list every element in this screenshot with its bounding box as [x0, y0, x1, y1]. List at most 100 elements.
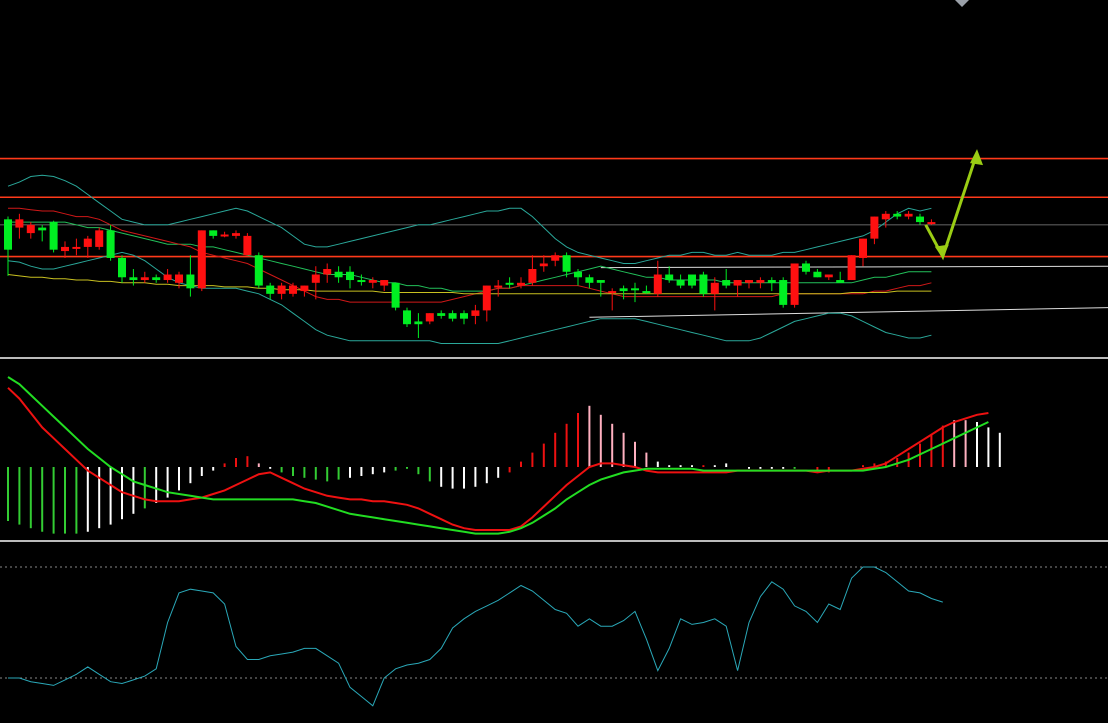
candle-body	[277, 285, 286, 294]
candle-body	[756, 280, 765, 283]
candle-body	[209, 230, 218, 236]
candle-body	[38, 227, 47, 231]
macd-signal-line	[7, 387, 989, 531]
candle-body	[927, 222, 936, 225]
oscillator-line	[8, 566, 943, 707]
candle-body	[916, 216, 924, 223]
candle-body	[49, 222, 58, 250]
candle-body	[232, 233, 240, 236]
macd-main-line	[7, 376, 989, 535]
candle-body	[471, 310, 480, 316]
candle-body	[403, 310, 411, 325]
candle-body	[186, 274, 195, 289]
trendline	[589, 307, 1108, 318]
candle-body	[608, 291, 617, 294]
candle-body	[745, 280, 753, 283]
candle-body	[904, 213, 913, 217]
candle-body	[414, 321, 423, 325]
candle-body	[733, 280, 742, 286]
candle-body	[802, 263, 810, 272]
price-panel	[0, 149, 1108, 344]
candle-body	[175, 274, 183, 283]
candle-body	[836, 280, 845, 283]
candle-body	[859, 238, 867, 258]
candle-body	[323, 269, 332, 275]
candle-body	[722, 280, 731, 286]
moving-average-red	[8, 207, 932, 303]
moving-average-yellow	[7, 274, 932, 295]
candle-body	[152, 277, 161, 281]
candle-body	[140, 277, 149, 281]
candle-body	[15, 219, 24, 228]
candle-body	[505, 282, 514, 285]
candle-body	[824, 274, 833, 278]
forecast-arrow	[924, 152, 979, 261]
candle-body	[266, 285, 275, 294]
candle-body	[254, 255, 263, 286]
candle-body	[380, 280, 389, 286]
candle-body	[425, 313, 434, 322]
candle-body	[676, 280, 685, 286]
scroll-marker-icon[interactable]	[955, 0, 969, 7]
macd-panel	[7, 376, 1001, 535]
candle-body	[437, 313, 446, 316]
candle-body	[551, 255, 560, 261]
candle-body	[699, 274, 708, 294]
candle-body	[482, 285, 491, 311]
scroll-marker-shape	[955, 0, 969, 7]
candle-body	[391, 282, 400, 308]
candle-body	[881, 213, 890, 220]
candle-body	[220, 234, 229, 237]
candle-body	[642, 291, 651, 294]
candle-body	[311, 274, 320, 283]
candle-body	[129, 277, 138, 281]
arrow-head-down-icon	[934, 244, 949, 259]
candle-body	[163, 274, 172, 281]
candle-body	[72, 246, 81, 249]
candle-body	[653, 274, 662, 294]
candle-body	[790, 263, 799, 305]
candle-body	[494, 285, 503, 288]
candle-body	[596, 280, 605, 283]
candle-body	[539, 263, 548, 267]
bollinger-middle-band	[8, 221, 932, 292]
bollinger-upper-band	[7, 174, 932, 264]
candle-body	[460, 313, 468, 319]
candle-body	[106, 230, 115, 258]
candle-body	[300, 285, 309, 292]
candle-body	[26, 224, 35, 234]
candle-body	[334, 271, 343, 278]
candle-body	[767, 280, 776, 283]
candle-body	[813, 271, 822, 278]
candle-body	[83, 238, 92, 247]
candle-body	[585, 277, 594, 283]
arrow-head-up-icon	[970, 149, 983, 166]
candle-body	[619, 288, 628, 292]
candle-body	[517, 282, 525, 286]
candle-body	[448, 313, 457, 319]
candle-body	[528, 269, 537, 283]
candle-body	[4, 219, 12, 250]
candle-body	[61, 246, 69, 252]
candle-body	[710, 282, 719, 294]
candle-body	[289, 285, 297, 294]
candle-body	[243, 235, 252, 256]
candle-body	[631, 288, 639, 291]
candle-body	[197, 230, 206, 289]
candle-body	[688, 274, 696, 286]
candle-body	[665, 274, 674, 281]
candle-body	[118, 257, 126, 278]
candle-body	[357, 280, 366, 283]
candle-body	[870, 216, 879, 239]
oscillator-panel	[0, 566, 1108, 707]
candle-body	[368, 280, 377, 283]
candle-body	[847, 255, 856, 281]
candle-body	[574, 271, 582, 278]
candle-body	[346, 271, 354, 281]
candle-body	[95, 230, 104, 247]
candle-body	[893, 213, 902, 217]
bollinger-lower-band	[7, 251, 932, 344]
candle-body	[779, 280, 788, 305]
